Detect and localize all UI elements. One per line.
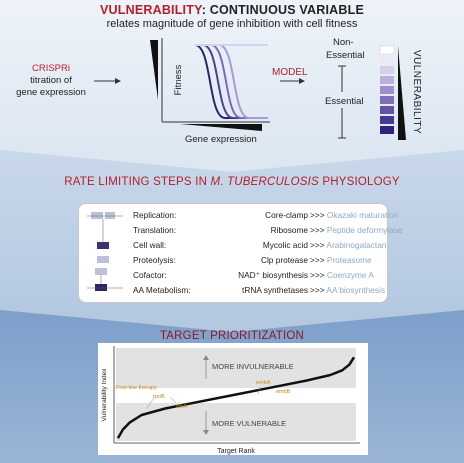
vulnerable-band bbox=[116, 403, 356, 441]
rank-x-label: Target Rank bbox=[217, 448, 255, 455]
curve-2 bbox=[202, 44, 268, 119]
non-essential-line-2: Essential bbox=[326, 50, 365, 61]
embB-label: embB bbox=[276, 389, 291, 395]
chevron-divider-2 bbox=[0, 310, 464, 332]
section-1-subtitle: relates magnitude of gene inhibition wit… bbox=[106, 18, 358, 30]
section-1-title: VULNERABILITY: CONTINUOUS VARIABLE bbox=[100, 3, 364, 17]
non-essential-line-1: Non- bbox=[333, 37, 354, 48]
vulnerability-wedge bbox=[398, 46, 406, 140]
crispri-label: CRISPRi titration of gene expression bbox=[16, 63, 86, 98]
essential-label: Essential bbox=[325, 96, 364, 107]
concept-diagram: Fitness VULNERABILITY bbox=[94, 38, 422, 140]
invulnerable-band bbox=[116, 348, 356, 388]
first-line-therapy-label: First-line therapy bbox=[116, 385, 157, 391]
rank-chart: Vulnerability Index Target Rank MORE INV… bbox=[101, 346, 360, 455]
arrow-to-plot-head bbox=[115, 78, 121, 84]
curve-1 bbox=[194, 44, 268, 119]
prioritization-title: TARGET PRIORITIZATION bbox=[159, 330, 305, 342]
prioritization-plot: Vulnerability Index Target Rank MORE INV… bbox=[98, 343, 368, 455]
rpoB-label: rpoB bbox=[153, 394, 165, 400]
inhA-label: inhA bbox=[176, 404, 188, 410]
embA-label: embA bbox=[256, 380, 271, 386]
more-invulnerable-label: MORE INVULNERABLE bbox=[212, 362, 294, 371]
rate-limiting-title: RATE LIMITING STEPS IN M. TUBERCULOSIS P… bbox=[64, 176, 400, 188]
arrow-to-model-head bbox=[299, 78, 305, 84]
gene-expression-label: Gene expression bbox=[185, 134, 257, 145]
operon-icons bbox=[87, 212, 123, 291]
model-label: MODEL bbox=[272, 67, 308, 78]
chevron-divider-1 bbox=[0, 150, 464, 172]
curve-4 bbox=[218, 44, 268, 119]
rank-curve bbox=[116, 356, 356, 439]
more-vulnerable-label: MORE VULNERABLE bbox=[212, 419, 286, 428]
fitness-label: Fitness bbox=[173, 64, 184, 95]
vulnerability-section: VULNERABILITY: CONTINUOUS VARIABLE relat… bbox=[0, 0, 464, 150]
gene-expression-wedge bbox=[180, 124, 262, 131]
fitness-wedge bbox=[150, 40, 158, 100]
rate-limiting-card: Replication: Core-clamp >>> Okazaki matu… bbox=[78, 203, 403, 303]
vulnerability-label: VULNERABILITY bbox=[411, 50, 422, 134]
curve-3 bbox=[210, 44, 268, 119]
rank-y-label: Vulnerability Index bbox=[101, 368, 108, 422]
